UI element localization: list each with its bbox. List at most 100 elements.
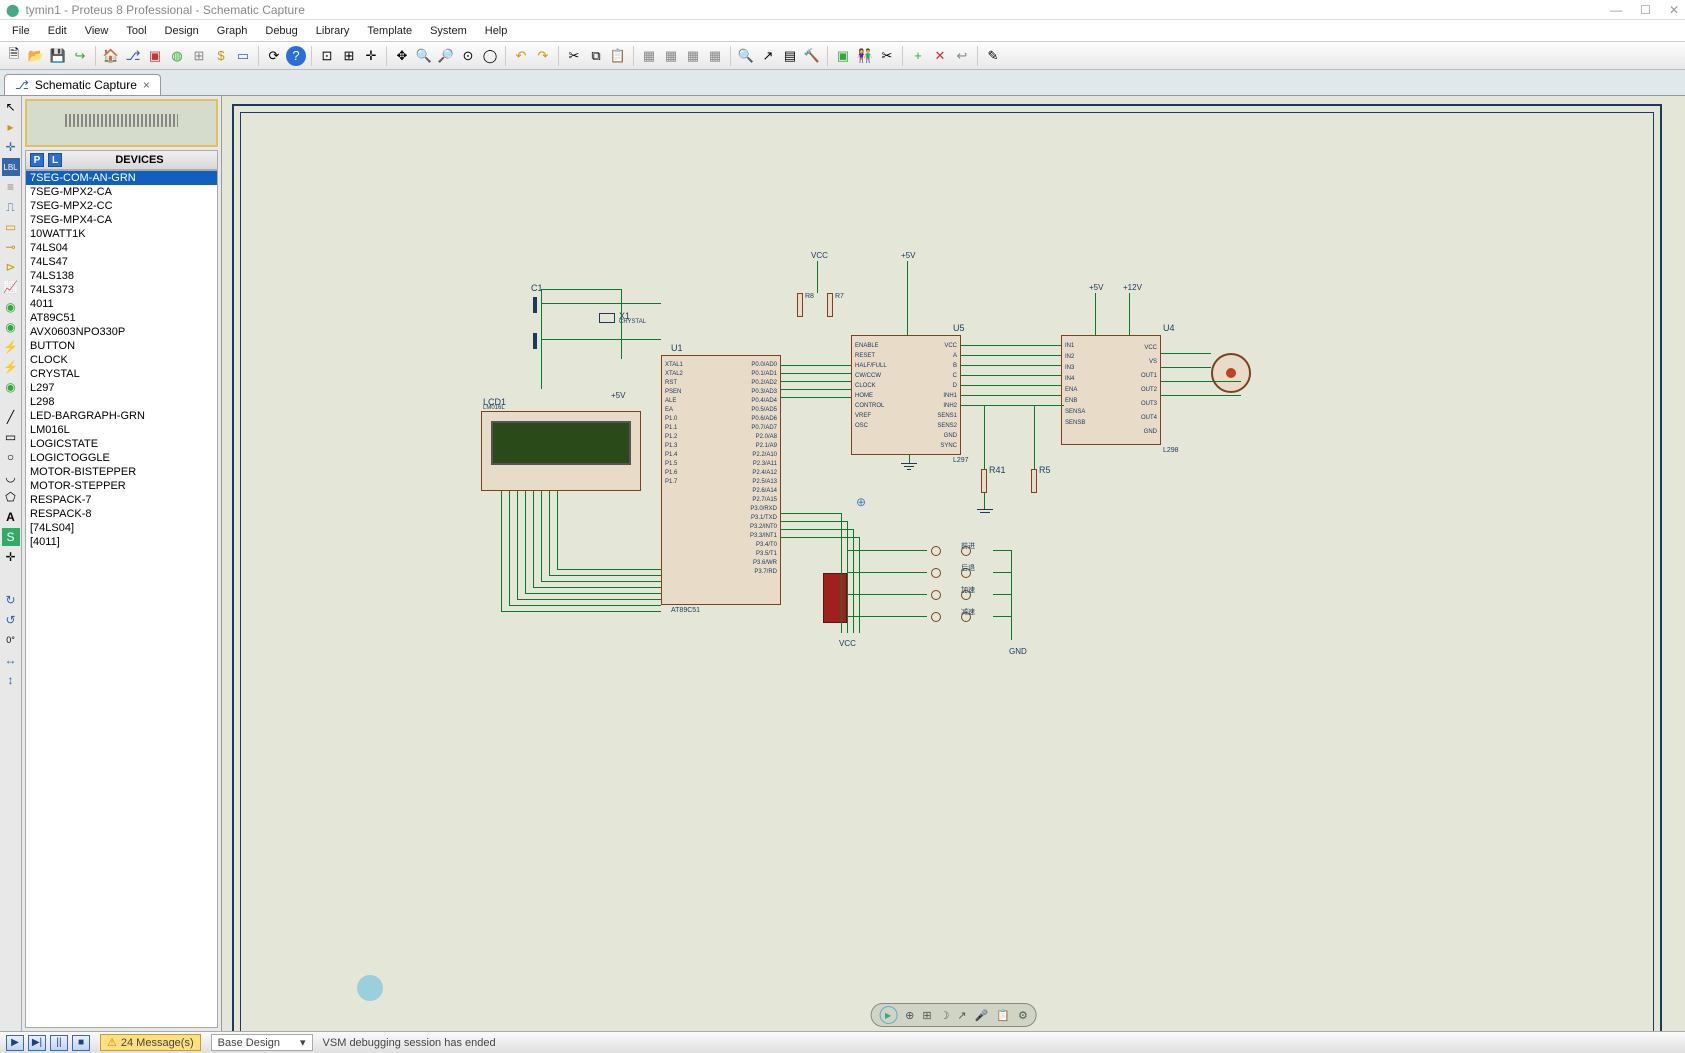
search-icon[interactable]: 👫 [855,46,875,66]
rotate-ccw-icon[interactable]: ↺ [2,611,20,629]
device-item[interactable]: 74LS138 [26,269,217,283]
device-item[interactable]: CRYSTAL [26,367,217,381]
device-item[interactable]: 7SEG-MPX4-CA [26,213,217,227]
menu-debug[interactable]: Debug [259,23,303,39]
new-icon[interactable]: 🗎 [4,46,24,66]
block-move-icon[interactable]: ▦ [661,46,681,66]
path-2d-icon[interactable]: ⬠ [2,488,20,506]
bom-icon[interactable]: $ [211,46,231,66]
flip-h-icon[interactable]: ↔ [2,651,20,669]
device-item[interactable]: MOTOR-BISTEPPER [26,465,217,479]
arc-2d-icon[interactable]: ◡ [2,468,20,486]
cut-icon[interactable]: ✂ [564,46,584,66]
gerber-icon[interactable]: ⊞ [189,46,209,66]
device-item[interactable]: [4011] [26,535,217,549]
comp-r5[interactable] [1031,469,1037,493]
terminal-mode-icon[interactable]: ⊸ [2,238,20,256]
pan-icon[interactable]: ✥ [392,46,412,66]
exit-icon[interactable]: ↩ [952,46,972,66]
save-icon[interactable]: 💾 [48,46,68,66]
device-item[interactable]: 74LS373 [26,283,217,297]
tab-schematic[interactable]: ⎇ Schematic Capture × [4,74,161,95]
property-icon[interactable]: 🔨 [802,46,822,66]
device-item[interactable]: RESPACK-7 [26,493,217,507]
schematic-icon[interactable]: ⎇ [123,46,143,66]
overview-window[interactable] [25,99,218,147]
ctrl-2[interactable]: ⊞ [922,1009,931,1022]
text-2d-icon[interactable]: A [2,508,20,526]
pause-button[interactable]: || [50,1035,68,1051]
messages-badge[interactable]: ⚠ 24 Message(s) [100,1034,201,1051]
junction-mode-icon[interactable]: ✛ [2,138,20,156]
pick-button[interactable]: P [30,153,44,167]
graph-mode-icon[interactable]: 📈 [2,278,20,296]
generator-mode-icon[interactable]: ◉ [2,318,20,336]
tab-close-icon[interactable]: × [143,78,150,92]
undo-icon[interactable]: ↶ [511,46,531,66]
comp-c1[interactable] [533,297,537,313]
comp-c2[interactable] [533,333,537,349]
box-2d-icon[interactable]: ▭ [2,428,20,446]
menu-edit[interactable]: Edit [42,23,73,39]
label-mode-icon[interactable]: LBL [2,158,20,176]
comp-respack[interactable] [823,573,847,623]
comp-motor[interactable] [1211,353,1251,393]
text-script-icon[interactable]: ▤ [780,46,800,66]
instrument-icon[interactable]: ◉ [2,378,20,396]
circle-2d-icon[interactable]: ○ [2,448,20,466]
close-project-icon[interactable]: ↪ [70,46,90,66]
device-item[interactable]: MOTOR-STEPPER [26,479,217,493]
menu-tool[interactable]: Tool [120,23,152,39]
remove-sheet-icon[interactable]: ✕ [930,46,950,66]
device-item[interactable]: 74LS04 [26,241,217,255]
subcircuit-mode-icon[interactable]: ▭ [2,218,20,236]
ctrl-7[interactable]: ⚙ [1018,1009,1028,1022]
open-icon[interactable]: 📂 [26,46,46,66]
device-item[interactable]: 7SEG-MPX2-CC [26,199,217,213]
pcb-transfer-icon[interactable]: ▣ [833,46,853,66]
device-item[interactable]: 4011 [26,297,217,311]
canvas-control-bar[interactable]: ▶ ⊕ ⊞ ☽ ↗ 🎤 📋 ⚙ [870,1003,1037,1027]
text-mode-icon[interactable]: ≡ [2,178,20,196]
block-delete-icon[interactable]: ▦ [705,46,725,66]
ctrl-1[interactable]: ⊕ [905,1009,914,1022]
probe-v-icon[interactable]: ⚡ [2,338,20,356]
zoom-fit-icon[interactable]: ⊙ [458,46,478,66]
grid-icon[interactable]: ⊞ [339,46,359,66]
menu-graph[interactable]: Graph [211,23,254,39]
tape-mode-icon[interactable]: ◉ [2,298,20,316]
ctrl-5[interactable]: 🎤 [975,1009,989,1022]
close-button[interactable]: ✕ [1669,3,1679,17]
marker-2d-icon[interactable]: ✛ [2,548,20,566]
zoom-area-icon[interactable]: ◯ [480,46,500,66]
add-sheet-icon[interactable]: + [908,46,928,66]
code-icon[interactable]: ▭ [233,46,253,66]
menu-system[interactable]: System [424,23,473,39]
device-item[interactable]: LOGICSTATE [26,437,217,451]
minimize-button[interactable]: — [1610,3,1622,17]
device-item[interactable]: 10WATT1K [26,227,217,241]
component-mode-icon[interactable]: ▸ [2,118,20,136]
zoom-in-icon[interactable]: 🔍 [414,46,434,66]
grid-snap-icon[interactable]: ⊡ [317,46,337,66]
device-item[interactable]: RESPACK-8 [26,507,217,521]
device-item[interactable]: LOGICTOGGLE [26,451,217,465]
menu-design[interactable]: Design [159,23,205,39]
line-2d-icon[interactable]: ╱ [2,408,20,426]
device-item[interactable]: BUTTON [26,339,217,353]
device-item[interactable]: AVX0603NPO330P [26,325,217,339]
ctrl-6[interactable]: 📋 [996,1009,1010,1022]
3d-icon[interactable]: ◍ [167,46,187,66]
device-item[interactable]: CLOCK [26,353,217,367]
device-item[interactable]: LED-BARGRAPH-GRN [26,409,217,423]
help-icon[interactable]: ? [286,46,306,66]
comp-r7[interactable] [827,293,833,317]
devices-list[interactable]: 7SEG-COM-AN-GRN7SEG-MPX2-CA7SEG-MPX2-CC7… [25,170,218,1028]
menu-view[interactable]: View [79,23,115,39]
schematic-canvas[interactable]: U1 AT89C51 XTAL1XTAL2RSTPSENALEEAP1.0P1.… [222,96,1685,1031]
play-button[interactable]: ▶ [6,1035,24,1051]
comp-r8[interactable] [797,293,803,317]
canvas-ctrl-badge[interactable]: ▶ [879,1006,897,1024]
comp-r41[interactable] [981,469,987,493]
step-button[interactable]: ▶| [28,1035,46,1051]
